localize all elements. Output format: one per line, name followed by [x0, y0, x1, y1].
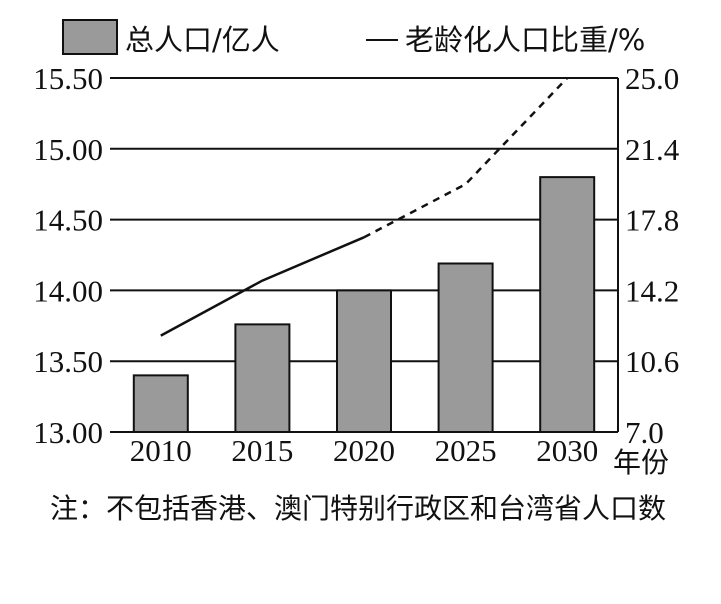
right-tick-label: 14.2: [625, 273, 679, 308]
bar: [234, 323, 291, 433]
right-axis-ticks: 7.0 10.6 14.2 17.8 21.4 25.0: [625, 61, 680, 450]
right-tick-label: 25.0: [625, 61, 679, 96]
right-tick-label: 21.4: [625, 132, 680, 167]
legend-line-label: 老龄化人口比重/%: [405, 23, 645, 57]
line-projected-segment: [363, 77, 569, 239]
x-tick-label: 2015: [231, 433, 293, 468]
right-tick-label: 10.6: [625, 344, 679, 379]
right-tick-label: 17.8: [625, 203, 679, 238]
x-tick-label: 2020: [333, 433, 395, 468]
x-axis-ticks: 2010 2015 2020 2025 2030: [130, 433, 598, 468]
x-axis-unit: 年份: [613, 446, 669, 479]
x-tick-label: 2030: [536, 433, 598, 468]
left-tick-label: 15.00: [33, 132, 103, 167]
right-tick-label: 7.0: [625, 415, 664, 450]
footnote-text: 不包括香港、澳门特别行政区和台湾省人口数: [106, 492, 667, 525]
x-tick-label: 2010: [130, 433, 192, 468]
bar-series: [132, 176, 596, 433]
bar: [336, 289, 392, 433]
line-series: [160, 77, 569, 337]
left-tick-label: 14.50: [33, 203, 103, 238]
footnote: 注：不包括香港、澳门特别行政区和台湾省人口数: [50, 487, 690, 531]
bar: [437, 262, 494, 433]
left-tick-label: 14.00: [33, 273, 103, 308]
legend-bar-label: 总人口/亿人: [125, 23, 280, 57]
left-axis-ticks: 13.00 13.50 14.00 14.50 15.00 15.50: [33, 61, 103, 450]
left-tick-label: 13.50: [33, 344, 103, 379]
line-solid-segment: [160, 236, 365, 337]
legend-bar-swatch: [62, 19, 118, 55]
bar: [132, 374, 189, 433]
bar: [539, 176, 596, 433]
x-tick-label: 2025: [435, 433, 497, 468]
left-tick-label: 13.00: [33, 415, 103, 450]
footnote-prefix: 注：: [50, 492, 107, 525]
legend: 总人口/亿人 老龄化人口比重/%: [62, 19, 645, 57]
left-tick-label: 15.50: [33, 61, 103, 96]
